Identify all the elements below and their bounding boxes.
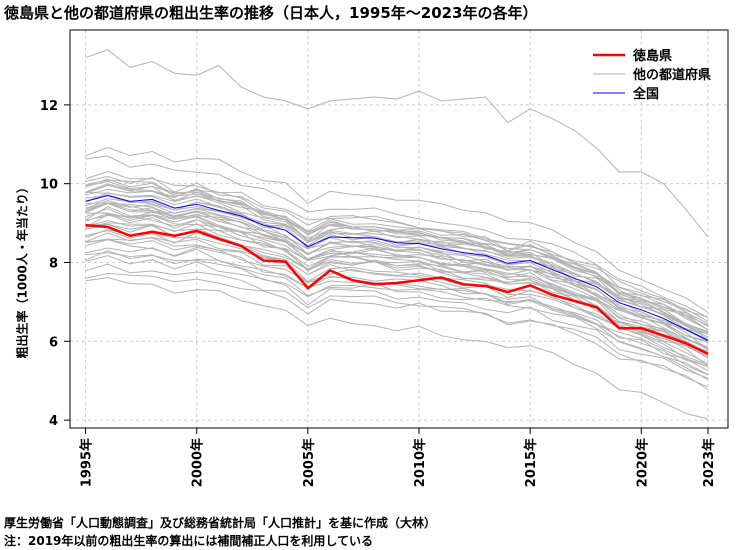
national-series-line — [85, 194, 709, 341]
other-prefecture-line — [85, 238, 709, 367]
other-prefecture-line — [85, 146, 709, 313]
footnote: 注：2019年以前の粗出生率の算出には補間補正人口を利用している — [4, 534, 374, 548]
other-prefecture-line — [85, 247, 709, 376]
other-prefecture-line — [85, 277, 709, 420]
y-tick-label: 8 — [49, 256, 58, 271]
other-prefecture-line — [85, 229, 709, 365]
x-tick-label: 2010年 — [412, 438, 428, 487]
x-tick-label: 2015年 — [523, 438, 539, 487]
other-prefecture-line — [85, 202, 709, 350]
plot-frame — [69, 29, 729, 429]
other-prefecture-line — [85, 223, 709, 359]
other-prefecture-line — [85, 212, 709, 352]
other-prefecture-line — [85, 213, 709, 357]
other-prefecture-line — [85, 202, 709, 342]
other-prefecture-line — [85, 255, 709, 379]
other-prefecture-line — [85, 188, 709, 334]
y-tick-label: 4 — [49, 414, 58, 429]
other-prefecture-line — [85, 183, 709, 331]
other-prefecture-line — [85, 272, 709, 390]
y-tick-label: 6 — [49, 335, 58, 350]
other-prefecture-line — [85, 155, 709, 318]
x-tick-label: 2005年 — [301, 438, 317, 487]
y-tick-label: 10 — [40, 178, 58, 193]
other-prefecture-line — [85, 237, 709, 367]
x-tick-label: 1995年 — [79, 438, 95, 487]
other-prefecture-line — [85, 49, 709, 238]
x-tick-label: 2023年 — [701, 438, 717, 487]
x-tick-label: 2000年 — [190, 438, 206, 487]
x-tick-label: 2020年 — [634, 438, 650, 487]
y-tick-label: 12 — [40, 99, 58, 114]
main-series-layer — [85, 194, 709, 356]
legend-label: 全国 — [632, 86, 659, 102]
legend-label: 徳島県 — [632, 48, 672, 64]
tokushima-series-line — [85, 223, 709, 356]
other-prefecture-line — [85, 206, 709, 351]
other-prefecture-line — [85, 198, 709, 338]
other-prefecture-line — [85, 250, 709, 381]
other-prefecture-line — [85, 208, 709, 348]
other-prefecture-line — [85, 175, 709, 322]
axes-layer: 4 6 8 10 12 1995年 2000年 2005年 2010年 2015年 2020年 202… — [40, 29, 729, 487]
source-note: 厚生労働省「人口動態調査」及び総務省統計局「人口推計」を基に作成（大林） — [4, 516, 437, 530]
other-prefecture-line — [85, 219, 709, 355]
chart-title: 徳島県と他の都道府県の粗出生率の推移（日本人，1995年～2023年の各年） — [4, 4, 538, 22]
other-prefecture-line — [85, 263, 709, 388]
legend-label: 他の都道府県 — [632, 67, 711, 83]
